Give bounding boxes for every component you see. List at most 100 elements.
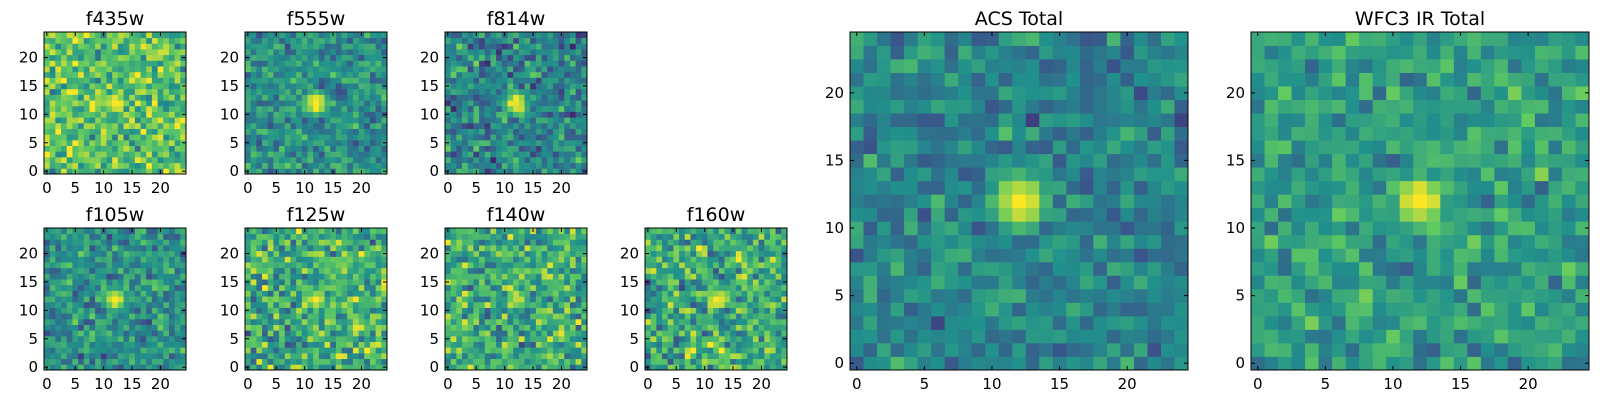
heatmap-cell: [507, 267, 514, 274]
heatmap-cell: [358, 151, 365, 158]
heatmap-cell: [55, 54, 62, 61]
heatmap-cell: [724, 358, 731, 365]
heatmap-cell: [78, 341, 85, 348]
heatmap-cell: [307, 245, 314, 252]
heatmap-cell: [267, 324, 274, 331]
heatmap-cell: [290, 330, 297, 337]
heatmap-cell: [134, 284, 141, 291]
heatmap-cell: [168, 256, 176, 263]
heatmap-cell: [163, 324, 170, 331]
heatmap-cell: [61, 318, 68, 325]
heatmap-cell: [55, 324, 62, 331]
heatmap-cell: [296, 256, 303, 263]
heatmap-cell: [168, 94, 176, 101]
heatmap-cell: [352, 233, 359, 240]
heatmap-cell: [123, 37, 130, 44]
heatmap-cell: [267, 256, 274, 263]
heatmap-cell: [112, 267, 119, 274]
heatmap-cell: [679, 250, 686, 257]
heatmap-cell: [1039, 329, 1054, 344]
heatmap-cell: [49, 122, 56, 129]
heatmap-cell: [581, 245, 588, 252]
heatmap-cell: [456, 60, 463, 67]
heatmap-cell: [998, 329, 1013, 344]
heatmap-cell: [284, 313, 291, 320]
heatmap-cell: [262, 239, 269, 246]
heatmap-cell: [168, 364, 176, 371]
heatmap-cell: [100, 313, 107, 320]
heatmap-cell: [490, 94, 497, 101]
heatmap-cell: [123, 279, 130, 286]
heatmap-cell: [513, 111, 520, 118]
heatmap-cell: [245, 239, 252, 246]
heatmap-cell: [462, 100, 469, 107]
heatmap-cell: [547, 117, 554, 124]
heatmap-cell: [764, 284, 771, 291]
heatmap-cell: [890, 248, 905, 263]
heatmap-cell: [462, 273, 469, 280]
heatmap-cell: [117, 245, 124, 252]
heatmap-cell: [250, 32, 257, 39]
heatmap-cell: [151, 364, 158, 371]
heatmap-cell: [256, 335, 263, 342]
heatmap-cell: [100, 296, 107, 303]
heatmap-cell: [267, 54, 274, 61]
heatmap-cell: [174, 168, 181, 175]
heatmap-cell: [558, 290, 565, 297]
heatmap-cell: [462, 156, 469, 164]
heatmap-cell: [735, 347, 742, 354]
heatmap-cell: [690, 352, 697, 360]
heatmap-cell: [1147, 288, 1162, 303]
heatmap-cell: [83, 66, 90, 73]
heatmap-cell: [518, 256, 525, 263]
y-tick-label: 10: [420, 105, 439, 123]
heatmap-cell: [106, 330, 113, 337]
heatmap-cell: [752, 313, 759, 320]
heatmap-cell: [467, 32, 474, 39]
x-tick-label: 5: [70, 179, 80, 197]
heatmap-cell: [163, 100, 170, 107]
heatmap-cell: [134, 318, 141, 325]
heatmap-cell: [245, 324, 252, 331]
heatmap-cell: [701, 335, 708, 342]
heatmap-cell: [724, 279, 731, 286]
heatmap-cell: [877, 180, 891, 195]
x-tick-label: 0: [42, 375, 52, 393]
heatmap-cell: [129, 301, 136, 308]
heatmap-cell: [581, 94, 588, 101]
heatmap-cell: [850, 234, 864, 249]
heatmap-cell: [1079, 207, 1094, 222]
heatmap-cell: [684, 250, 691, 257]
heatmap-cell: [44, 256, 51, 263]
heatmap-cell: [971, 194, 986, 209]
heatmap-cell: [575, 156, 582, 164]
heatmap-cell: [157, 151, 164, 158]
heatmap-cell: [117, 335, 124, 342]
heatmap-cell: [89, 273, 96, 280]
heatmap-cell: [450, 128, 457, 135]
y-tick-label: 15: [420, 273, 439, 291]
heatmap-cell: [381, 37, 388, 44]
heatmap-cell: [358, 290, 365, 297]
heatmap-cell: [129, 43, 136, 50]
heatmap-cell: [564, 273, 571, 280]
heatmap-cell: [541, 111, 548, 118]
heatmap-cell: [1052, 261, 1067, 276]
heatmap-cell: [467, 71, 474, 78]
heatmap-cell: [279, 324, 286, 331]
heatmap-cell: [55, 111, 62, 118]
heatmap-cell: [296, 122, 303, 129]
heatmap-cell: [330, 105, 337, 112]
heatmap-cell: [296, 37, 303, 44]
heatmap-cell: [117, 307, 124, 314]
heatmap-cell: [358, 296, 365, 303]
heatmap-cell: [758, 250, 765, 257]
heatmap-cell: [450, 256, 457, 263]
heatmap-cell: [1174, 180, 1189, 195]
heatmap-cell: [713, 233, 720, 240]
heatmap-cell: [490, 352, 497, 360]
heatmap-cell: [501, 43, 508, 50]
heatmap-cell: [352, 151, 359, 158]
heatmap-cell: [279, 117, 286, 124]
heatmap-cell: [450, 245, 457, 252]
